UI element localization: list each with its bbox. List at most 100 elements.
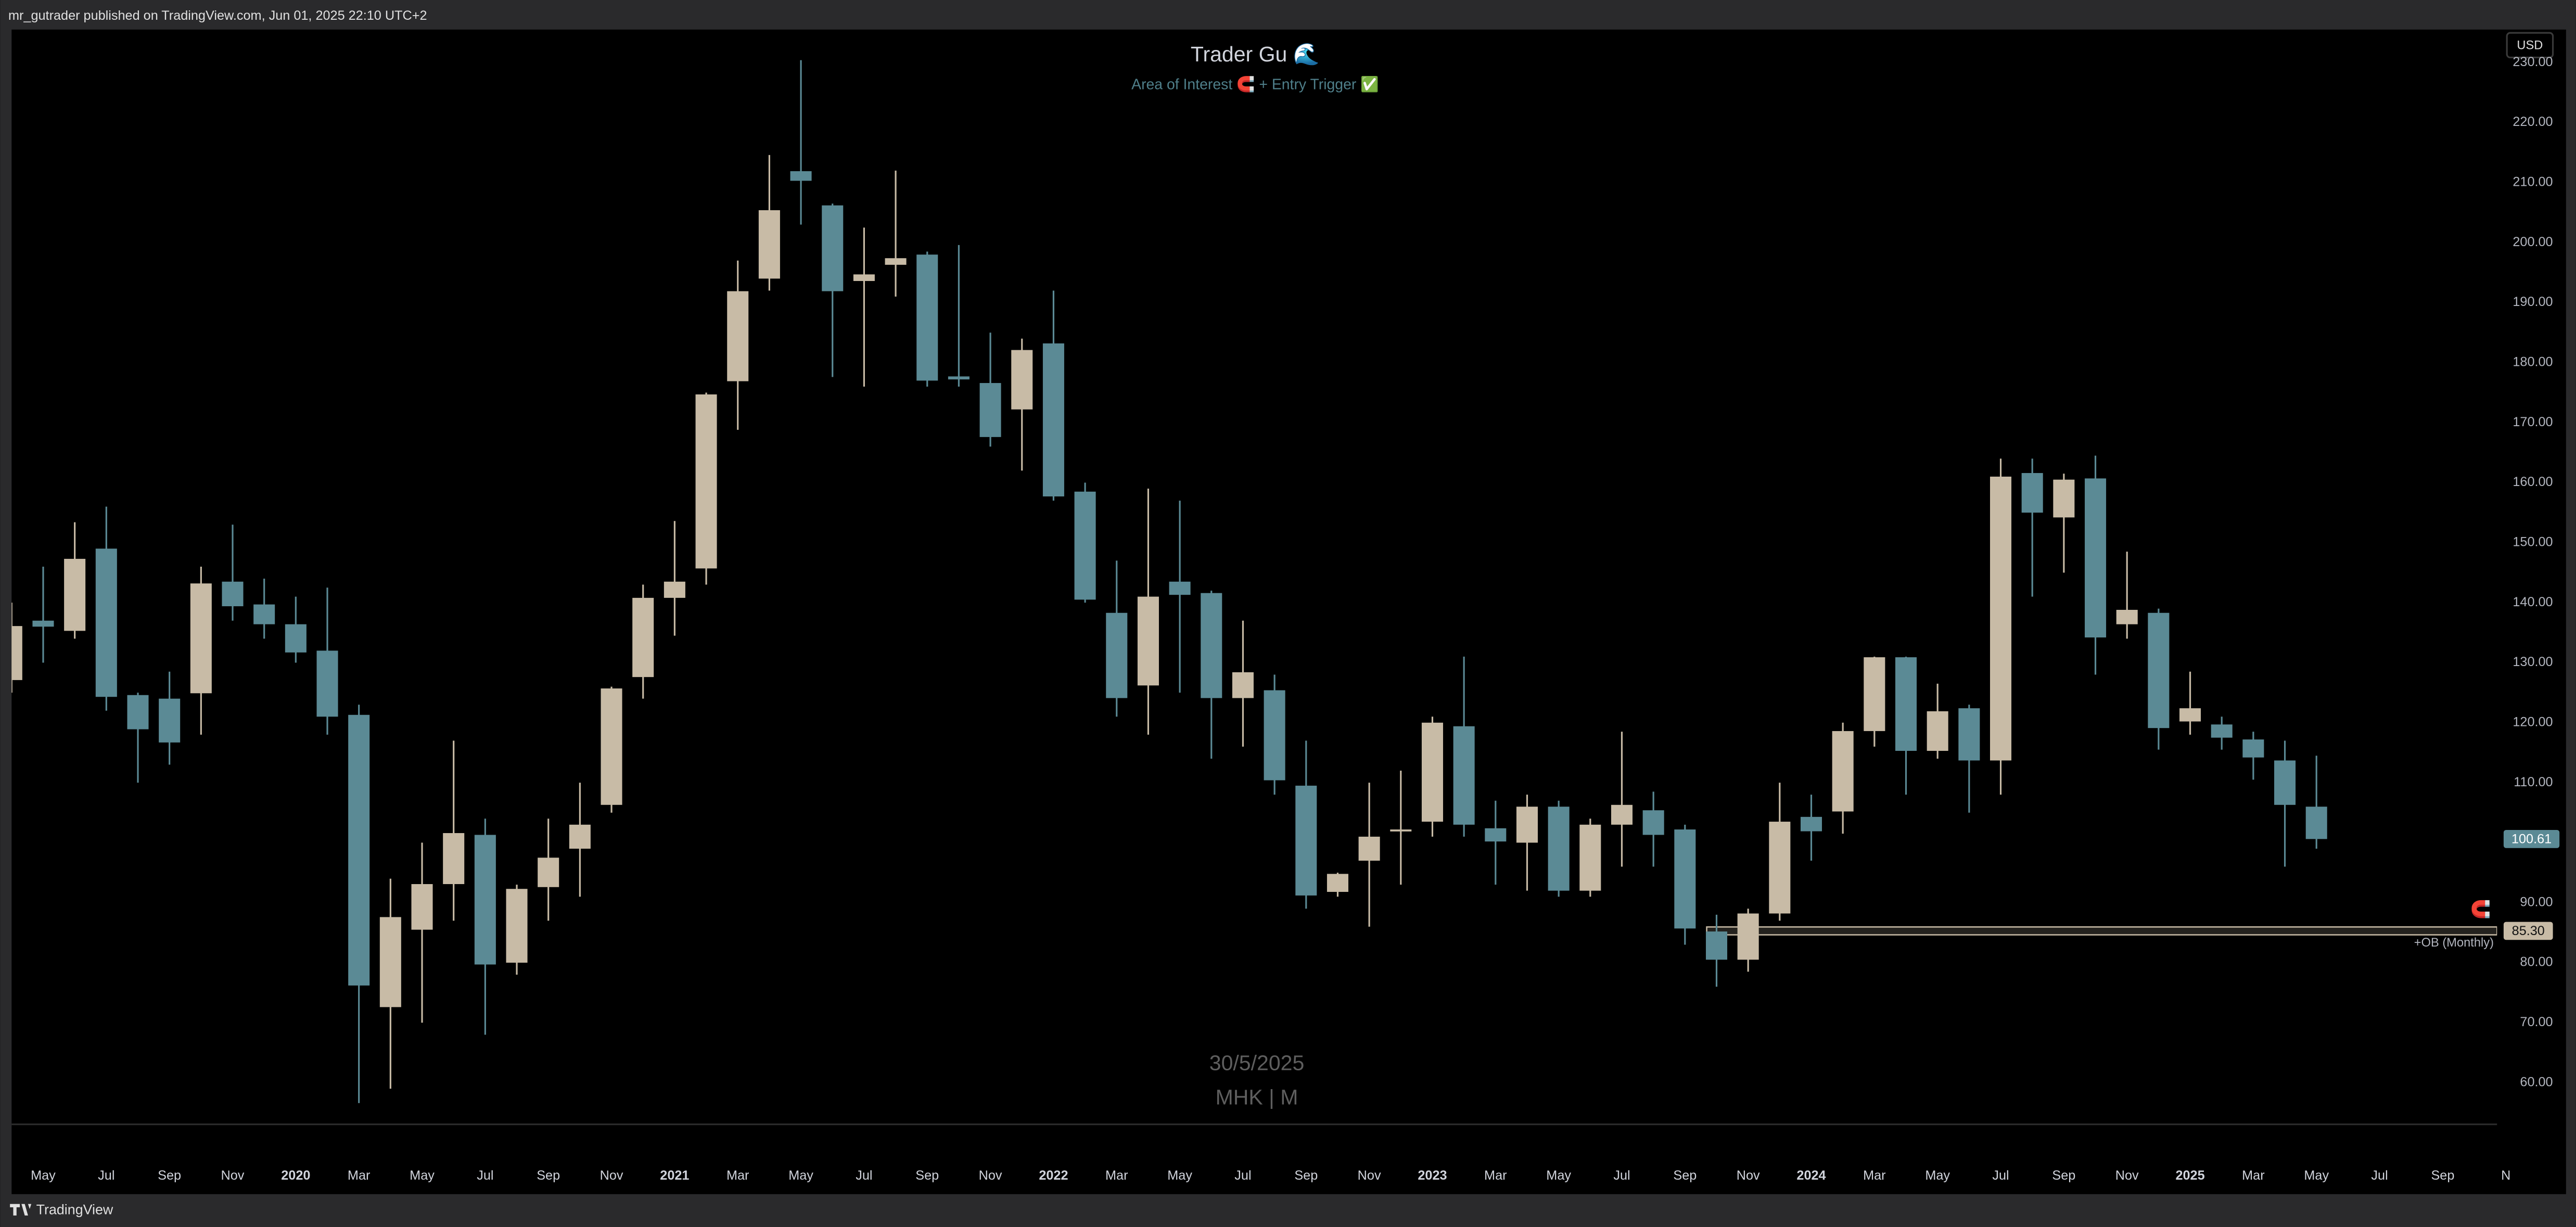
x-tick-label: Sep: [915, 1168, 939, 1183]
y-tick-label: 230.00: [2513, 55, 2553, 69]
chart-title: Trader Gu 🌊: [1191, 42, 1320, 66]
candle-body: [190, 583, 212, 694]
candle-body: [1611, 804, 1633, 825]
x-tick-label: May: [1925, 1168, 1950, 1183]
x-tick-label: Jul: [1992, 1168, 2009, 1183]
x-tick-label: 2022: [1039, 1168, 1068, 1183]
currency-label[interactable]: USD: [2517, 39, 2543, 53]
y-tick-label: 170.00: [2513, 415, 2553, 429]
x-tick-label: May: [1167, 1168, 1192, 1183]
candle-body: [379, 917, 401, 1007]
x-tick-label: 2021: [660, 1168, 689, 1183]
candle-body: [1990, 476, 2012, 761]
candle-body: [506, 889, 528, 963]
x-tick-label: 2025: [2175, 1168, 2204, 1183]
candle-body: [443, 833, 465, 884]
x-tick-label: 2023: [1418, 1168, 1447, 1183]
candle-body: [1137, 596, 1159, 686]
candle-body: [159, 698, 181, 743]
y-tick-label: 210.00: [2513, 175, 2553, 189]
candle-body: [1358, 836, 1380, 861]
x-tick-label: Sep: [1294, 1168, 1318, 1183]
candle-body: [316, 650, 338, 717]
candle-body: [95, 548, 117, 697]
candle-body: [2116, 609, 2138, 624]
candle-body: [1516, 807, 1538, 843]
candle-body: [2021, 473, 2043, 513]
candle-body: [11, 626, 22, 680]
candle-body: [695, 394, 717, 569]
brand-logo: [10, 1204, 32, 1216]
candle-body: [2179, 708, 2201, 722]
candle-body: [727, 291, 749, 381]
candle-body: [2305, 807, 2327, 839]
candle-body: [1642, 810, 1664, 835]
watermark-date: 30/5/2025: [1209, 1051, 1304, 1075]
x-tick-label: May: [1546, 1168, 1571, 1183]
zone-name: +OB (Monthly): [2414, 936, 2494, 950]
candle-body: [1832, 731, 1854, 812]
candle-body: [1769, 822, 1791, 914]
candle-body: [790, 171, 812, 181]
candle-body: [2148, 612, 2170, 728]
x-tick-label: Jul: [856, 1168, 872, 1183]
chart-subtitle: Area of Interest 🧲 + Entry Trigger ✅: [1131, 76, 1379, 93]
x-tick-label: Jul: [477, 1168, 493, 1183]
x-tick-label: Mar: [1105, 1168, 1128, 1183]
candle-body: [1232, 672, 1254, 698]
y-tick-label: 180.00: [2513, 355, 2553, 369]
chart-background: [11, 29, 2566, 1194]
currency-button[interactable]: [2506, 32, 2554, 59]
candle-body: [1390, 829, 1412, 832]
y-tick-label: 200.00: [2513, 235, 2553, 249]
candle-body: [2242, 739, 2264, 758]
zone-price-label: 85.30: [2512, 924, 2545, 938]
x-tick-label: Nov: [1358, 1168, 1381, 1183]
candle-body: [1737, 913, 1759, 960]
publisher-line: mr_gutrader published on TradingView.com…: [8, 8, 427, 23]
y-tick-label: 70.00: [2520, 1015, 2553, 1029]
last-price-label: 100.61: [2511, 832, 2552, 847]
candle-body: [2053, 479, 2075, 518]
brand-name: TradingView: [36, 1202, 113, 1218]
x-tick-label: N: [2501, 1168, 2510, 1183]
candle-body: [32, 620, 54, 627]
watermark-symbol: MHK | M: [1216, 1085, 1298, 1109]
x-tick-label: May: [788, 1168, 813, 1183]
candle-body: [2085, 478, 2107, 638]
x-tick-label: Nov: [1737, 1168, 1760, 1183]
candle-body: [601, 688, 622, 805]
y-tick-label: 130.00: [2513, 655, 2553, 669]
candle-body: [822, 205, 844, 291]
candle-body: [948, 376, 970, 380]
candle-body: [1674, 829, 1696, 929]
x-tick-label: Nov: [979, 1168, 1002, 1183]
candle-body: [1295, 785, 1317, 896]
x-tick-label: May: [2304, 1168, 2329, 1183]
y-tick-label: 80.00: [2520, 955, 2553, 969]
candle-body: [538, 858, 559, 887]
candle-body: [411, 884, 433, 930]
candle-body: [1264, 690, 1285, 781]
candle-body: [1074, 491, 1096, 600]
candle-body: [474, 835, 496, 965]
candle-body: [1327, 874, 1348, 892]
y-tick-label: 60.00: [2520, 1075, 2553, 1089]
x-tick-label: Nov: [221, 1168, 245, 1183]
candle-body: [1106, 612, 1128, 698]
candle-body: [1579, 824, 1601, 891]
zone-band: [1706, 926, 2497, 936]
x-tick-label: Mar: [2242, 1168, 2265, 1183]
last-price-box: [2503, 830, 2560, 848]
candle-body: [979, 383, 1001, 437]
x-tick-label: Sep: [158, 1168, 181, 1183]
candle-body: [1485, 828, 1507, 842]
candle-body: [664, 581, 685, 598]
candle-body: [222, 581, 244, 607]
x-tick-label: Mar: [726, 1168, 749, 1183]
x-tick-label: Sep: [2052, 1168, 2075, 1183]
candle-body: [1927, 711, 1948, 751]
candle-body: [1548, 807, 1570, 891]
candle-body: [916, 254, 938, 381]
